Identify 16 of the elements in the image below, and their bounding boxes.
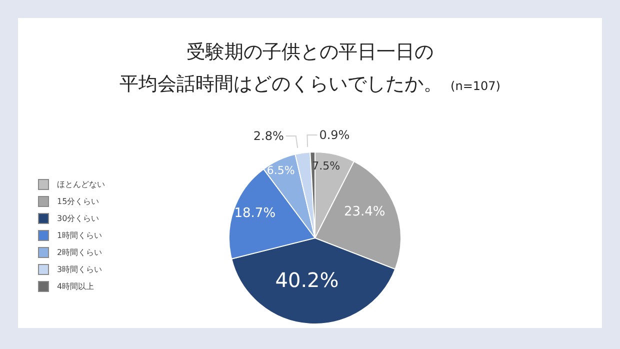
legend-label: 3時間くらい <box>57 264 102 275</box>
chart-title: 受験期の子供との平日一日の <box>186 41 434 63</box>
data-label: 6.5% <box>266 164 295 178</box>
legend-label: 1時間くらい <box>57 230 102 241</box>
data-label: 40.2% <box>275 268 339 292</box>
text: (n=107) <box>450 79 500 93</box>
legend-label: 2時間くらい <box>57 247 102 258</box>
chart-subtitle: 平均会話時間はどのくらいでしたか。 <box>120 73 443 95</box>
legend-label: 30分くらい <box>57 213 100 224</box>
data-label: 2.8% <box>253 129 284 144</box>
data-label: 18.7% <box>234 206 276 221</box>
legend-label: ほとんどない <box>57 179 105 190</box>
data-label: 23.4% <box>344 204 386 220</box>
legend-label: 15分くらい <box>57 196 100 207</box>
data-label: 0.9% <box>319 128 350 142</box>
legend-label: 4時間以上 <box>57 281 94 292</box>
